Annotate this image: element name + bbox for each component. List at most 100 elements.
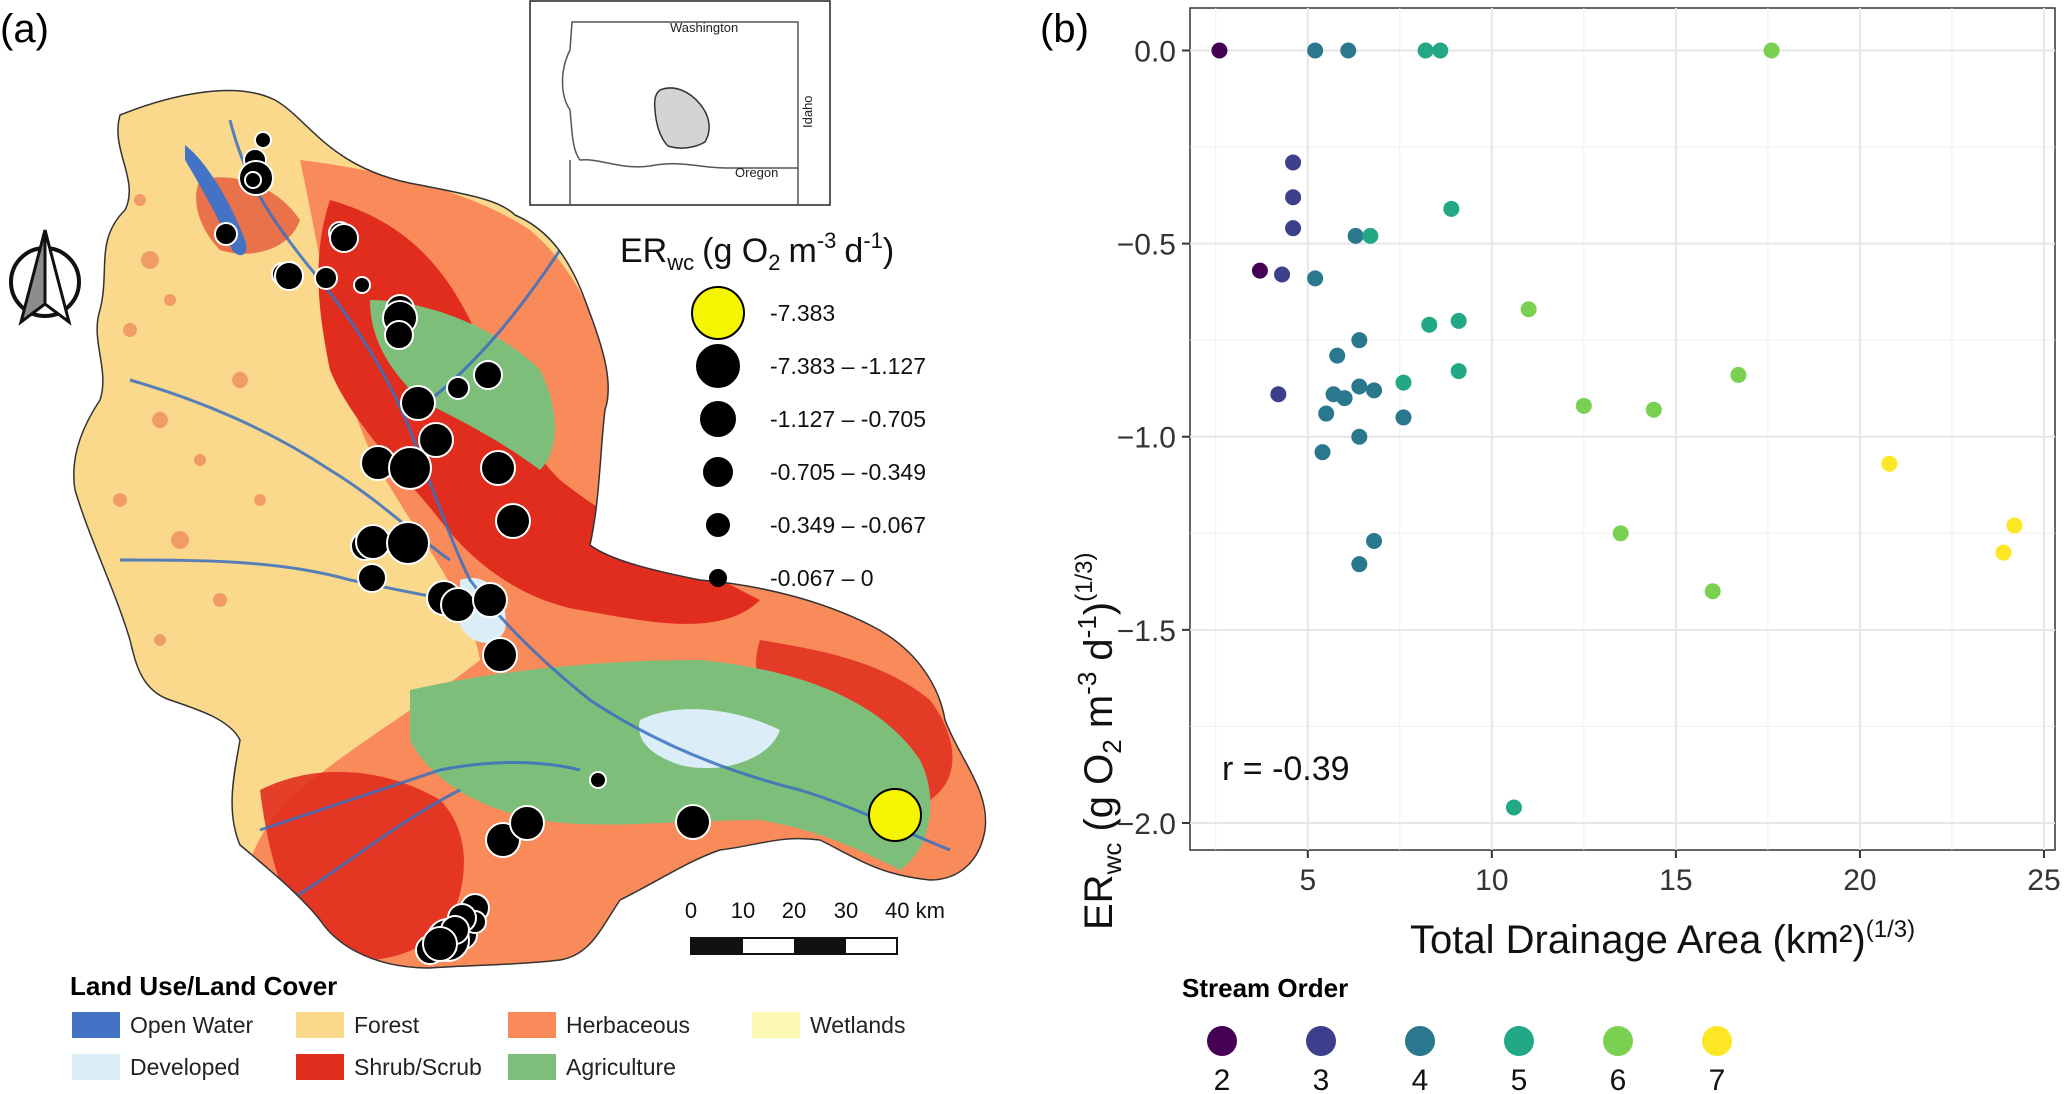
plot-grid <box>1190 8 2055 850</box>
scatter-point <box>1285 189 1302 206</box>
scatter-point <box>1307 270 1324 287</box>
scatter-point <box>1432 42 1449 59</box>
size-legend-symbol <box>696 344 740 388</box>
land-cover-label: Wetlands <box>810 1012 905 1038</box>
inset-oregon-line <box>569 160 799 205</box>
size-legend-title: ERwc (g O2 m-3 d-1) <box>620 228 894 275</box>
map-sites <box>214 131 922 965</box>
scatter-point <box>1351 556 1368 573</box>
scatter-point <box>1351 378 1368 395</box>
x-tick-label: 25 <box>2027 864 2060 897</box>
panel-b: (b) 0.0−0.5−1.0−1.5−2.0 5 10 15 20 25 r = -0… <box>1040 7 2061 1094</box>
size-legend-symbol <box>706 513 730 537</box>
land-cover-label: Shrub/Scrub <box>354 1054 482 1080</box>
size-legend: ERwc (g O2 m-3 d-1) -7.383 -7.383 – -1.127 -1… <box>620 228 926 591</box>
basin-outline <box>73 89 987 969</box>
y-tick-label: −2.0 <box>1117 808 1176 841</box>
y-tick-label: −1.0 <box>1117 422 1176 455</box>
inset-washington-outline <box>561 21 799 169</box>
y-tick-label: 0.0 <box>1134 35 1176 68</box>
size-legend-label: -0.067 – 0 <box>770 565 874 591</box>
land-cover-label: Forest <box>354 1012 420 1038</box>
size-legend-label: -1.127 – -0.705 <box>770 406 926 432</box>
north-arrow-icon <box>9 229 81 326</box>
map-site <box>589 771 607 789</box>
scatter-point <box>1575 397 1592 414</box>
x-axis-label: Total Drainage Area (km²)(1/3) <box>1410 916 1915 962</box>
size-legend-label: -0.349 – -0.067 <box>770 512 926 538</box>
scatter-point <box>1366 533 1383 550</box>
stream-order-swatch <box>1702 1026 1732 1056</box>
map-site <box>353 276 371 294</box>
y-axis-ticks: 0.0 −0.5 −1.0 −1.5 −2.0 <box>1117 35 1190 841</box>
map-site <box>329 223 359 253</box>
inset-label-washington: Washington <box>670 20 738 35</box>
stream-order-swatch <box>1504 1026 1534 1056</box>
scale-bar-tick-label: 0 <box>685 898 697 923</box>
stream-order-label: 3 <box>1313 1064 1330 1094</box>
scatter-point <box>1336 390 1353 407</box>
map-site <box>675 804 711 840</box>
inset-label-oregon: Oregon <box>735 165 778 180</box>
scale-bar: 0 10 20 30 40 km <box>685 898 945 955</box>
land-cover-label: Herbaceous <box>566 1012 690 1038</box>
scatter-point <box>2006 517 2023 534</box>
scatter-point <box>1318 405 1335 422</box>
scatter-point <box>1443 200 1460 217</box>
scatter-point <box>1351 428 1368 445</box>
land-cover-legend-items: Open Water Forest Herbaceous Wetlands Develo… <box>72 1012 905 1080</box>
scatter-point <box>1995 544 2012 561</box>
x-tick-label: 20 <box>1843 864 1876 897</box>
plot-area <box>1189 7 2056 851</box>
map-site <box>274 261 304 291</box>
scatter-point <box>1211 42 1228 59</box>
scale-bar-tick-label: 20 <box>782 898 806 923</box>
scatter-point <box>1285 220 1302 237</box>
land-cover-swatch <box>752 1012 800 1038</box>
stream-order-swatch <box>1207 1026 1237 1056</box>
map-site <box>440 587 476 623</box>
map-site <box>868 788 922 842</box>
land-cover-label: Open Water <box>130 1012 253 1038</box>
scatter-point <box>1450 363 1467 380</box>
basin-map <box>73 89 987 969</box>
x-tick-label: 10 <box>1475 864 1508 897</box>
y-axis-label: ERwc (g O2 m-3 d-1)(1/3) <box>1071 553 1127 930</box>
stream-order-label: 4 <box>1412 1064 1429 1094</box>
map-site <box>244 171 262 189</box>
size-legend-symbol <box>700 401 736 437</box>
stream-order-label: 7 <box>1709 1064 1726 1094</box>
basin-developed-2 <box>639 709 780 769</box>
scatter-point <box>1362 227 1379 244</box>
basin-shrub <box>318 200 760 624</box>
land-cover-label: Developed <box>130 1054 240 1080</box>
map-site <box>446 376 470 400</box>
scatter-point <box>1417 42 1434 59</box>
size-legend-symbol <box>703 457 733 487</box>
size-legend-symbol <box>709 569 727 587</box>
land-cover-swatch <box>72 1054 120 1080</box>
map-site <box>482 637 518 673</box>
stream-order-label: 5 <box>1511 1064 1528 1094</box>
scatter-point <box>1274 266 1291 283</box>
scatter-points <box>1211 42 2023 816</box>
scatter-point <box>1395 409 1412 426</box>
map-site <box>473 360 503 390</box>
land-cover-legend: Land Use/Land Cover Open Water Forest Herb… <box>70 971 905 1080</box>
scatter-point <box>1395 374 1412 391</box>
stream-order-legend-title: Stream Order <box>1182 973 1348 1003</box>
stream-order-swatch <box>1405 1026 1435 1056</box>
stream-order-label: 6 <box>1610 1064 1627 1094</box>
size-legend-label: -0.705 – -0.349 <box>770 459 926 485</box>
stream-order-swatch <box>1306 1026 1336 1056</box>
scale-bar-tick-label: 30 <box>834 898 858 923</box>
map-site <box>495 503 531 539</box>
scale-bar-tick-label: 40 km <box>885 898 945 923</box>
map-site <box>472 582 508 618</box>
map-site <box>422 926 458 962</box>
panel-a-label: (a) <box>0 7 49 51</box>
panel-a: (a) <box>0 0 987 1080</box>
scatter-point <box>1307 42 1324 59</box>
x-tick-label: 15 <box>1659 864 1692 897</box>
